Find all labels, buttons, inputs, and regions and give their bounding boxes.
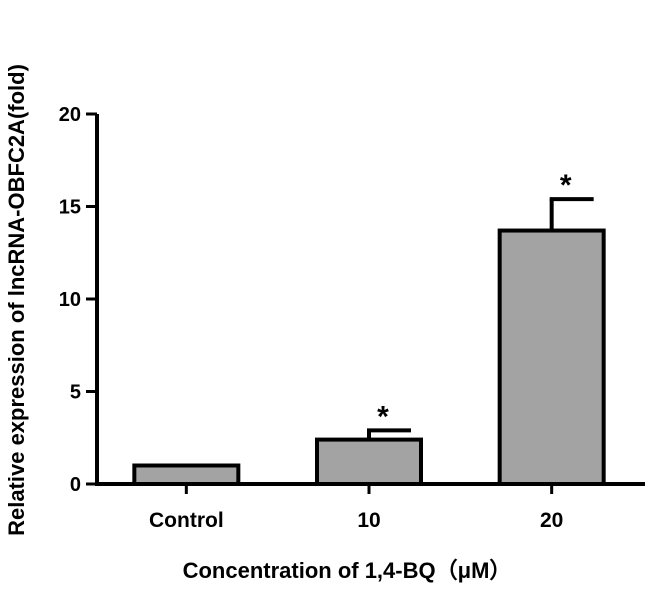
x-tick-label: Control [149,509,224,532]
bar-control [132,463,241,486]
significance-marker: * [377,400,389,433]
x-tick-label: 20 [540,509,563,532]
bar-10 [315,437,423,487]
significance-marker: * [560,169,572,202]
x-axis: Control 10 20 [95,482,645,532]
x-axis-title: Concentration of 1,4-BQ（μM） [183,558,512,583]
y-axis-title: Relative expression of lncRNA-OBFC2A(fol… [4,64,29,536]
y-tick-label: 15 [59,197,81,219]
y-axis: 0 5 10 15 20 [59,104,99,496]
y-tick-label: 20 [59,104,81,126]
y-tick-label: 0 [70,474,81,496]
y-tick-label: 5 [70,382,81,404]
bar-20 [497,228,606,486]
y-tick-label: 10 [59,289,81,311]
x-tick-label: 10 [357,509,380,532]
bars: ** [132,169,606,487]
